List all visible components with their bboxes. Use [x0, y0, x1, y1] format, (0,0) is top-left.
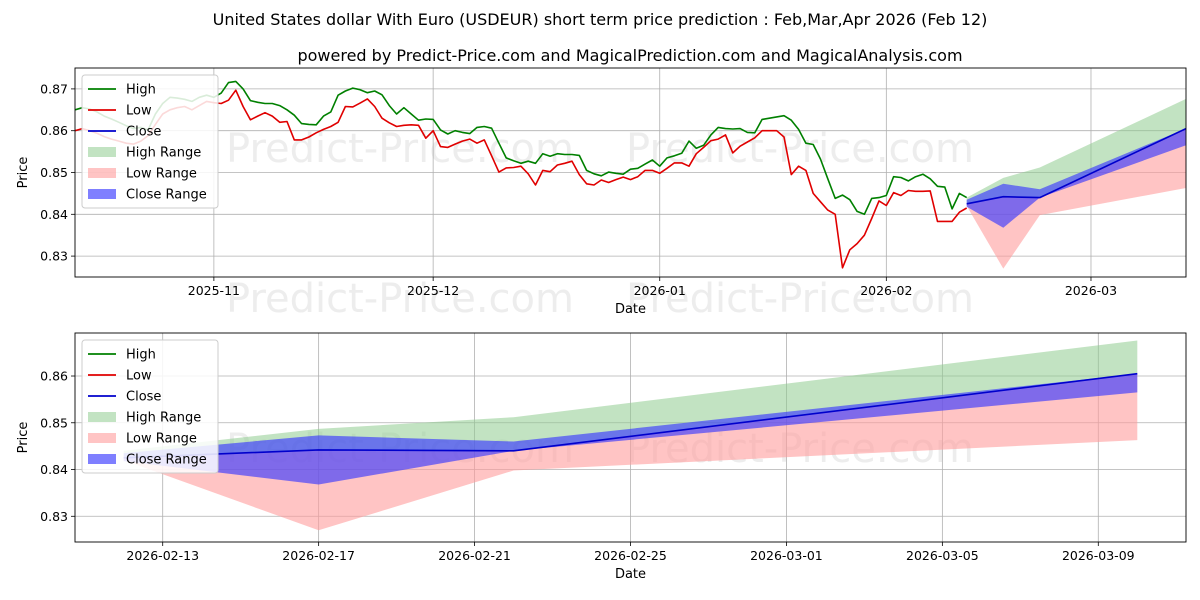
x-tick-label: 2026-02 — [860, 283, 912, 298]
x-tick-label: 2026-03-05 — [906, 548, 979, 563]
x-tick-label: 2026-03 — [1065, 283, 1117, 298]
legend-high-range-label: High Range — [126, 411, 201, 426]
high-range-band — [966, 98, 1186, 204]
y-tick-label: 0.86 — [40, 369, 68, 384]
watermark-text: Predict-Price.com — [226, 276, 574, 322]
bottom-chart-panel: 2026-02-13 2026-02-17 2026-02-21 2026-02-25… — [16, 332, 1187, 582]
chart-subtitle: powered by Predict-Price.com and Magical… — [297, 46, 962, 65]
plot-frame — [74, 332, 1187, 543]
low-line — [75, 89, 968, 269]
high-line — [75, 80, 968, 216]
legend-high-range-label: High Range — [126, 146, 201, 161]
close-line — [123, 372, 1138, 459]
y-tick-label: 0.83 — [40, 249, 68, 264]
chart-title: United States dollar With Euro (USDEUR) … — [213, 10, 988, 29]
y-axis-label: Price — [16, 157, 31, 189]
y-tick-label: 0.86 — [40, 123, 68, 138]
top-chart-panel: 2025-11 2025-12 2026-01 2026-02 2026-03 0.83 0… — [16, 67, 1187, 317]
y-tick-label: 0.85 — [40, 415, 68, 430]
legend-close-range-label: Close Range — [126, 453, 207, 468]
x-tick-label: 2025-12 — [407, 283, 459, 298]
y-tick-label: 0.87 — [40, 81, 68, 96]
x-axis-label: Date — [615, 567, 646, 582]
legend-low-range-label: Low Range — [126, 167, 197, 182]
legend-close-range-label: Close Range — [126, 188, 207, 203]
legend-low-label: Low — [126, 369, 152, 384]
legend-low-label: Low — [126, 104, 152, 119]
x-tick-label: 2026-02-21 — [438, 548, 511, 563]
x-tick-label: 2025-11 — [188, 283, 240, 298]
x-tick-label: 2026-01 — [634, 283, 686, 298]
x-tick-label: 2026-02-17 — [282, 548, 355, 563]
legend-low-range-swatch — [88, 433, 116, 443]
legend-close-label: Close — [126, 390, 161, 405]
x-tick-label: 2026-03-09 — [1062, 548, 1135, 563]
legend-high-label: High — [126, 348, 156, 363]
y-tick-label: 0.83 — [40, 509, 68, 524]
legend-close-range-swatch — [88, 189, 116, 199]
x-tick-label: 2026-03-01 — [750, 548, 823, 563]
plot-frame — [74, 67, 1187, 278]
close-line — [966, 127, 1186, 205]
high-range-band — [123, 340, 1138, 458]
y-axis-label: Price — [16, 422, 31, 454]
x-tick-label: 2026-02-13 — [126, 548, 199, 563]
y-tick-label: 0.84 — [40, 462, 68, 477]
plot-area — [123, 340, 1138, 531]
close-range-band — [966, 128, 1186, 228]
legend-low-range-label: Low Range — [126, 432, 197, 447]
x-axis-label: Date — [615, 302, 646, 317]
y-tick-label: 0.85 — [40, 165, 68, 180]
legend-close-label: Close — [126, 125, 161, 140]
legend-high-range-swatch — [88, 147, 116, 157]
legend-high-label: High — [126, 83, 156, 98]
plot-area — [75, 80, 1186, 269]
watermark-text: Predict-Price.com — [226, 126, 574, 172]
x-tick-label: 2026-02-25 — [594, 548, 667, 563]
legend-high-range-swatch — [88, 412, 116, 422]
y-tick-label: 0.84 — [40, 207, 68, 222]
legend-close-range-swatch — [88, 454, 116, 464]
watermark-text: Predict-Price.com — [626, 276, 974, 322]
close-range-band — [123, 373, 1138, 485]
legend-low-range-swatch — [88, 168, 116, 178]
